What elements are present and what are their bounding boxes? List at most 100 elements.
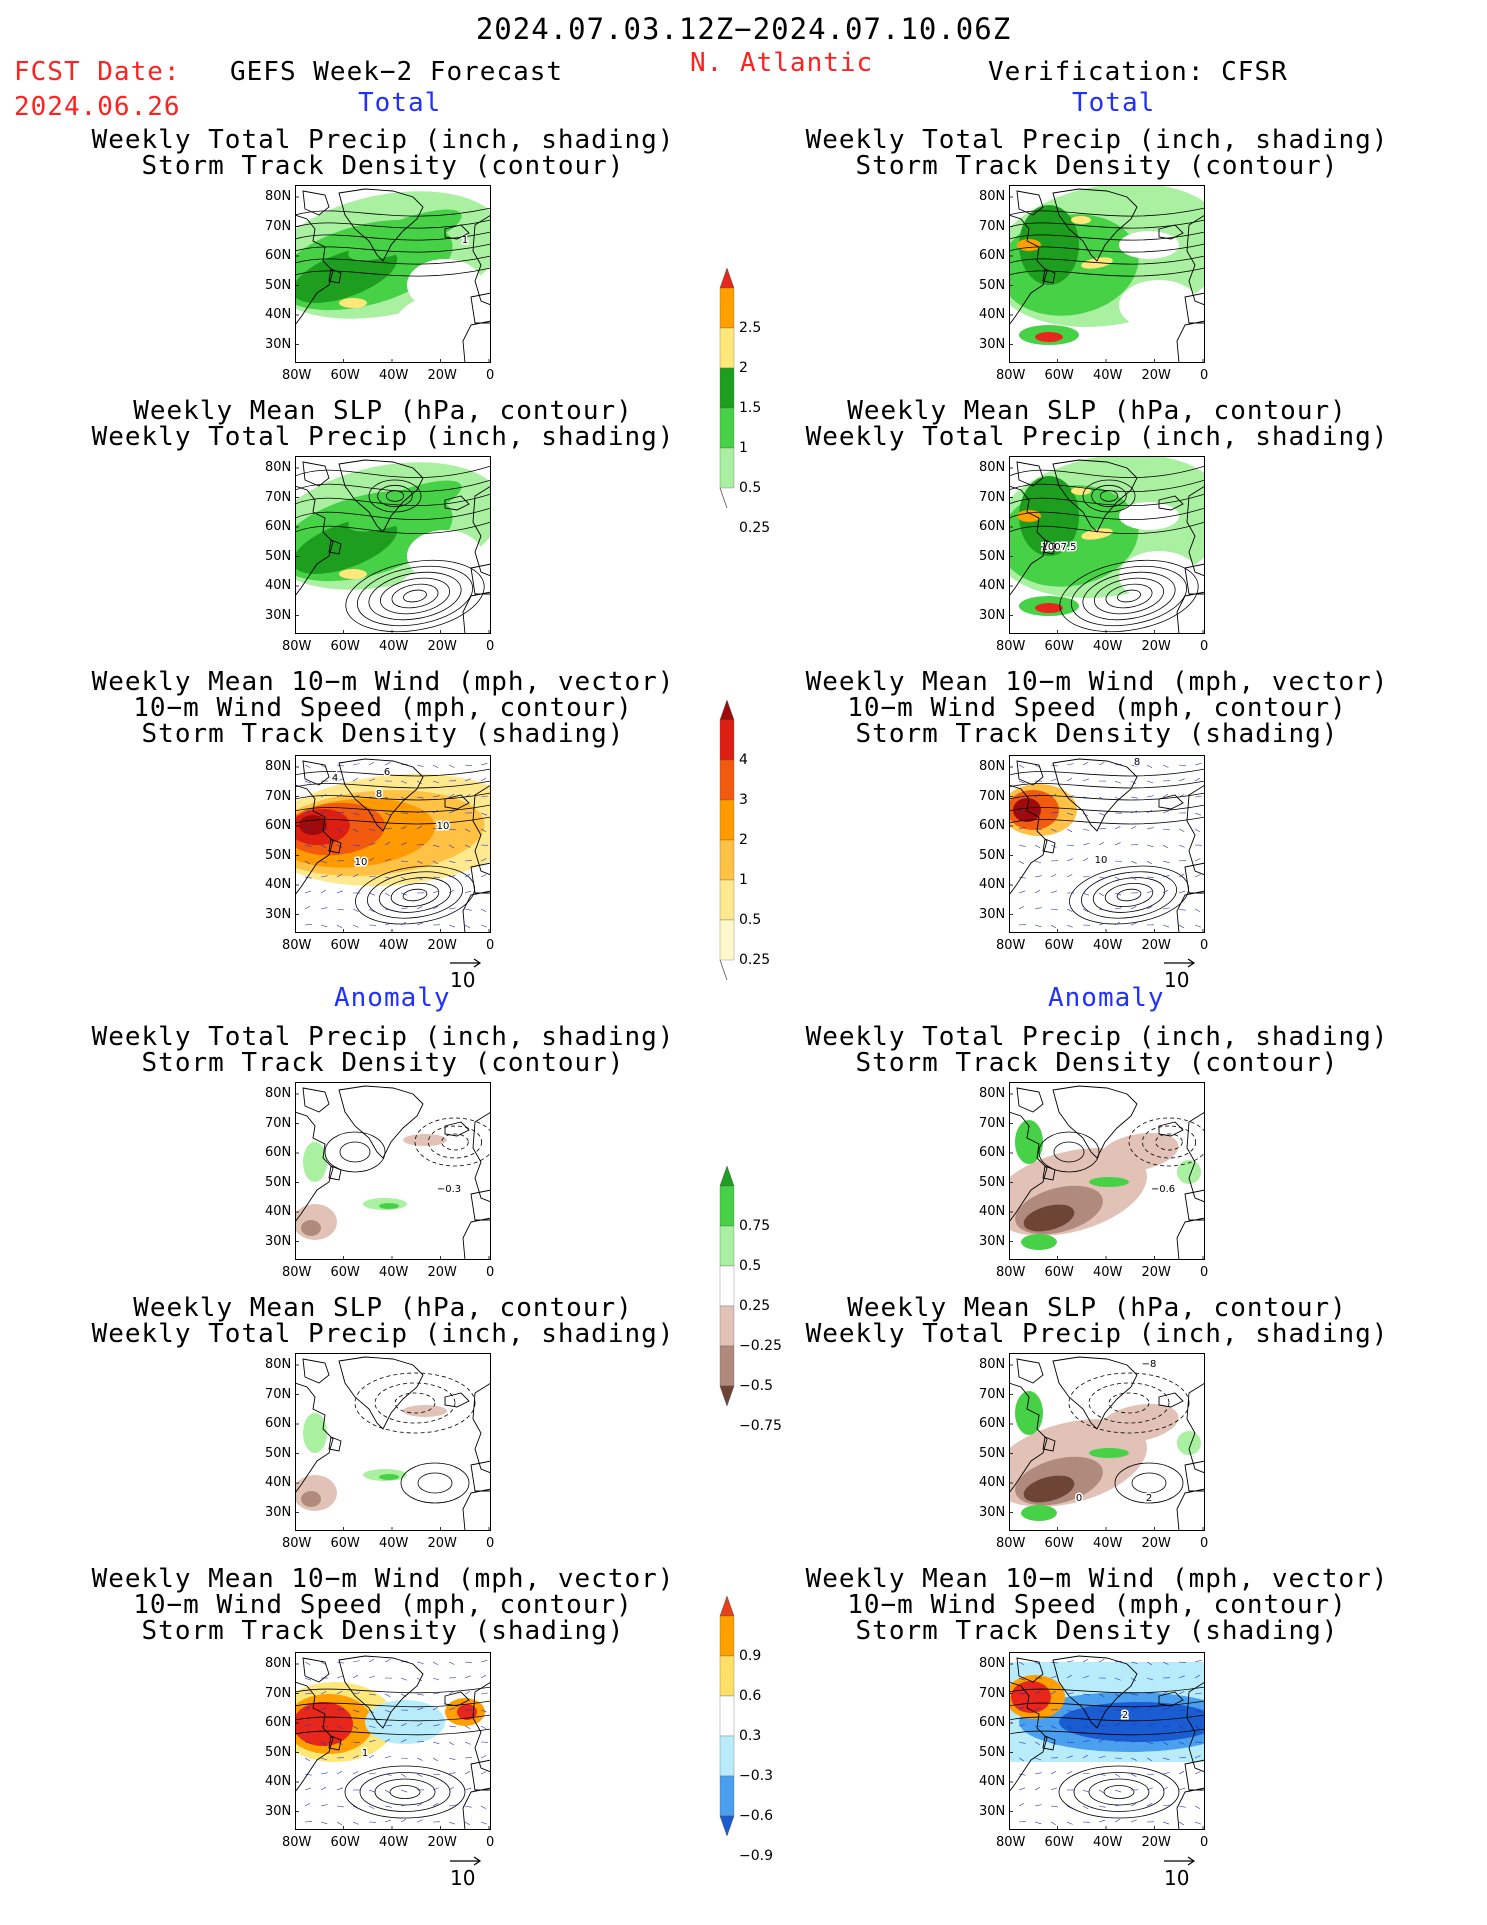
wind-vector: [368, 828, 376, 831]
wind-vector: [416, 764, 424, 767]
wind-vector: [1034, 1821, 1042, 1825]
colorbar-segment: [719, 839, 735, 881]
precip-anomaly-shade: [379, 1474, 399, 1480]
vector-reference-verif-total: 10: [1164, 958, 1198, 992]
coastline-europe: [472, 485, 491, 577]
storm-anomaly-label: −0.6: [1151, 1184, 1175, 1195]
wind-vector: [336, 1805, 344, 1808]
latitude-label: 60N: [979, 519, 1006, 534]
wind-vector: [1114, 1818, 1121, 1823]
precip-anomaly-shade: [1089, 1177, 1129, 1187]
wind-vector: [432, 795, 440, 798]
longitude-label: 60W: [1044, 368, 1074, 383]
title-fcst-total-wind: Weekly Mean 10−m Wind (mph, vector) 10−m …: [91, 667, 675, 749]
longitude-label: 40W: [1093, 639, 1123, 654]
colorbar-label: 0.25: [739, 1298, 771, 1314]
wind-vector: [384, 796, 391, 800]
wind-vector: [336, 874, 343, 878]
wind-speed-contour: [359, 1772, 451, 1812]
colorbar-label: 1: [739, 872, 748, 888]
coastline-africa: [462, 1217, 491, 1260]
precip-anomaly-shade: [1177, 1431, 1201, 1455]
wind-vector: [320, 1725, 328, 1727]
wind-vector: [1162, 1757, 1170, 1761]
wind-vector: [1130, 906, 1137, 910]
wind-vector: [384, 1693, 391, 1697]
precip-anomaly-shade: [1015, 1391, 1043, 1435]
latitude-label: 50N: [979, 847, 1006, 863]
wind-vector: [432, 1677, 440, 1681]
map-layers: 0 2 −8: [1009, 1353, 1205, 1531]
wind-vector: [432, 827, 440, 830]
colorbar-end-cap: [719, 1815, 735, 1837]
colorbar-label: 0.25: [739, 952, 771, 968]
map-plot: 2: [1009, 1652, 1205, 1830]
wind-vector: [352, 1741, 360, 1744]
coastline-iceland: [444, 794, 470, 810]
precip-anomaly-shade: [403, 1405, 447, 1417]
vector-reference-label: 10: [1164, 968, 1190, 992]
latitude-label: 40N: [979, 307, 1006, 322]
wind-vector: [480, 828, 487, 833]
map-layers: −0.6: [1009, 1082, 1205, 1260]
wind-speed-contour: [295, 768, 491, 777]
storm-anomaly-contour: [1053, 1141, 1085, 1163]
wind-vector: [336, 1661, 344, 1664]
wind-vector: [320, 844, 327, 849]
wind-vector: [400, 1723, 407, 1727]
colorbar-segment: [719, 1695, 735, 1737]
wind-vector: [320, 1741, 327, 1746]
wind-vector: [464, 1661, 472, 1664]
wind-vector: [1114, 842, 1121, 846]
wind-speed-contour: [374, 1778, 436, 1806]
wind-vector: [1114, 1739, 1121, 1743]
wind-vector: [480, 1725, 487, 1730]
wind-vector: [304, 924, 312, 926]
wind-vector: [304, 809, 311, 814]
latitude-label: 50N: [979, 1744, 1006, 1760]
slp-anomaly-contour: [394, 1392, 436, 1414]
wind-vector: [1018, 1787, 1026, 1791]
wind-vector: [1114, 892, 1122, 896]
wind-vector: [416, 796, 424, 799]
map-layers: [1009, 185, 1205, 363]
colorbar-label: −0.3: [739, 1768, 773, 1784]
wind-vector: [320, 889, 327, 894]
colorbar-segment: [719, 879, 735, 921]
slp-anomaly-label: −8: [1142, 1359, 1157, 1370]
wind-vector: [1178, 1741, 1185, 1745]
vector-reference-fcst-total: 10: [450, 958, 484, 992]
wind-vector: [1098, 796, 1105, 800]
latitude-label: 70N: [979, 1115, 1006, 1131]
wind-vector: [304, 1757, 311, 1762]
wind-vector: [1162, 875, 1170, 878]
wind-vector: [416, 825, 423, 830]
wind-vector: [1130, 1722, 1137, 1727]
wind-vector: [1082, 1725, 1090, 1728]
coastline-baffin: [302, 1657, 330, 1683]
precip-anomaly-shade: [403, 1134, 447, 1146]
wind-vector: [1018, 1773, 1026, 1776]
slp-anomaly-contour: [400, 1462, 470, 1504]
latitude-label: 30N: [265, 1803, 292, 1819]
map-frame: [1009, 185, 1205, 363]
coastline-iberia: [470, 862, 491, 894]
coastline-newfound: [1042, 539, 1056, 555]
wind-vector: [1098, 1693, 1105, 1697]
wind-speed-contour: [1104, 883, 1154, 907]
wind-vector: [464, 1725, 471, 1729]
wind-speed-contour: [1058, 1765, 1180, 1819]
wind-vector: [1034, 889, 1041, 894]
wind-vector: [1114, 1804, 1122, 1807]
precip-anomaly-shade: [1015, 1120, 1043, 1164]
wind-vector: [1034, 1772, 1042, 1775]
vector-reference-label: 10: [450, 968, 476, 992]
wind-vector: [432, 876, 440, 879]
coastline-canada: [1009, 1681, 1048, 1793]
precip-shade: [1017, 239, 1041, 251]
title-verif-anom-wind: Weekly Mean 10−m Wind (mph, vector) 10−m …: [805, 1564, 1389, 1646]
latitude-label: 40N: [979, 578, 1006, 593]
slp-contour: [1009, 479, 1205, 492]
coastline-baffin: [302, 190, 330, 216]
wind-vector: [448, 1741, 455, 1746]
